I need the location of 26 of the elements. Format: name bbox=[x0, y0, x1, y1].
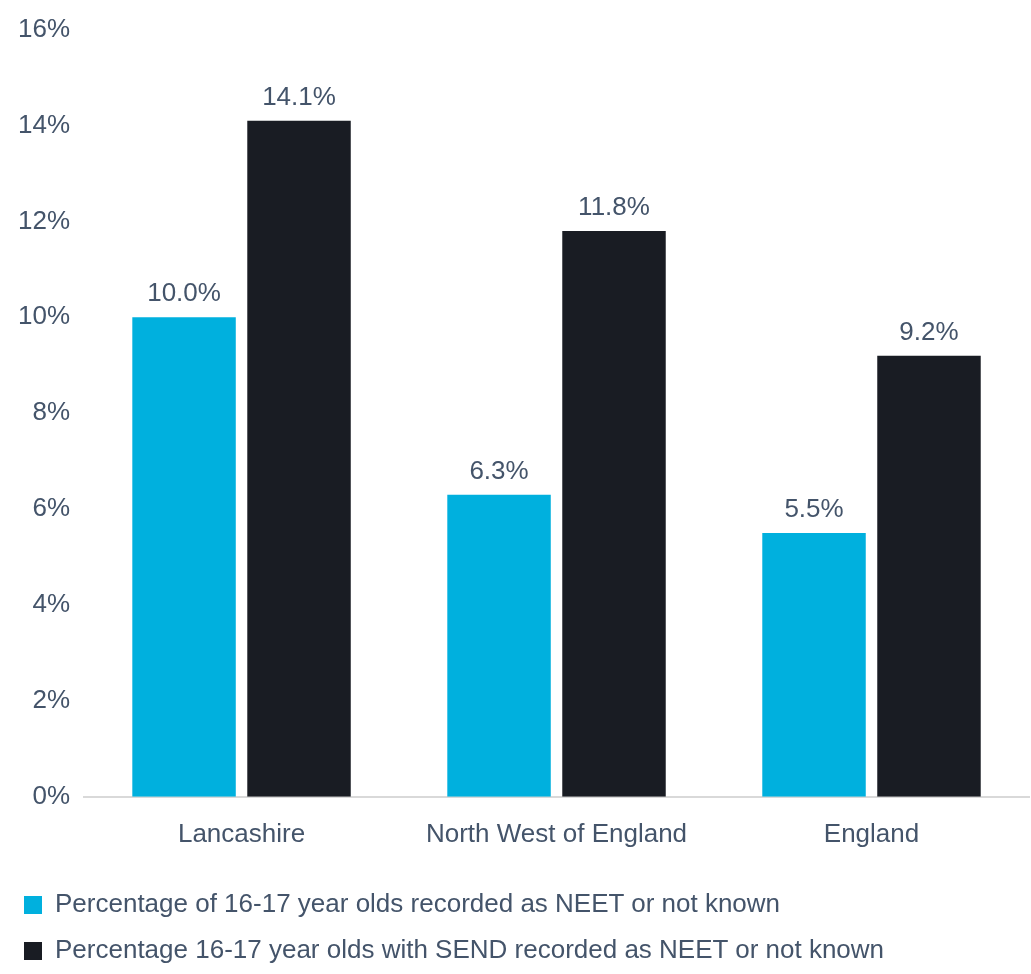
bar bbox=[762, 533, 866, 797]
y-tick-label: 12% bbox=[17, 204, 71, 235]
bar bbox=[447, 494, 551, 797]
bar bbox=[247, 120, 351, 797]
y-tick-label: 10% bbox=[17, 300, 71, 331]
bar bbox=[562, 230, 666, 797]
y-tick-label: 14% bbox=[17, 108, 71, 139]
legend-label: Percentage of 16-17 year olds recorded as NEET or not known bbox=[55, 888, 781, 919]
x-tick-label: North West of England bbox=[425, 817, 688, 848]
y-tick-label: 8% bbox=[32, 396, 71, 427]
data-label: 14.1% bbox=[262, 80, 336, 111]
legend-label: Percentage 16-17 year olds with SEND recorded as NEET or not known bbox=[55, 934, 885, 965]
y-tick-label: 4% bbox=[32, 588, 71, 619]
bar bbox=[132, 317, 236, 797]
data-label: 10.0% bbox=[147, 277, 221, 308]
data-label: 5.5% bbox=[784, 493, 844, 524]
data-label: 6.3% bbox=[469, 454, 529, 485]
x-tick-label: England bbox=[823, 817, 920, 848]
y-tick-label: 0% bbox=[32, 779, 71, 810]
y-tick-label: 6% bbox=[32, 492, 71, 523]
x-tick-label: Lancashire bbox=[177, 817, 306, 848]
y-tick-label: 2% bbox=[32, 684, 71, 715]
data-label: 9.2% bbox=[899, 315, 959, 346]
data-label: 11.8% bbox=[578, 191, 650, 222]
bar bbox=[877, 355, 981, 797]
y-tick-label: 16% bbox=[17, 12, 71, 43]
